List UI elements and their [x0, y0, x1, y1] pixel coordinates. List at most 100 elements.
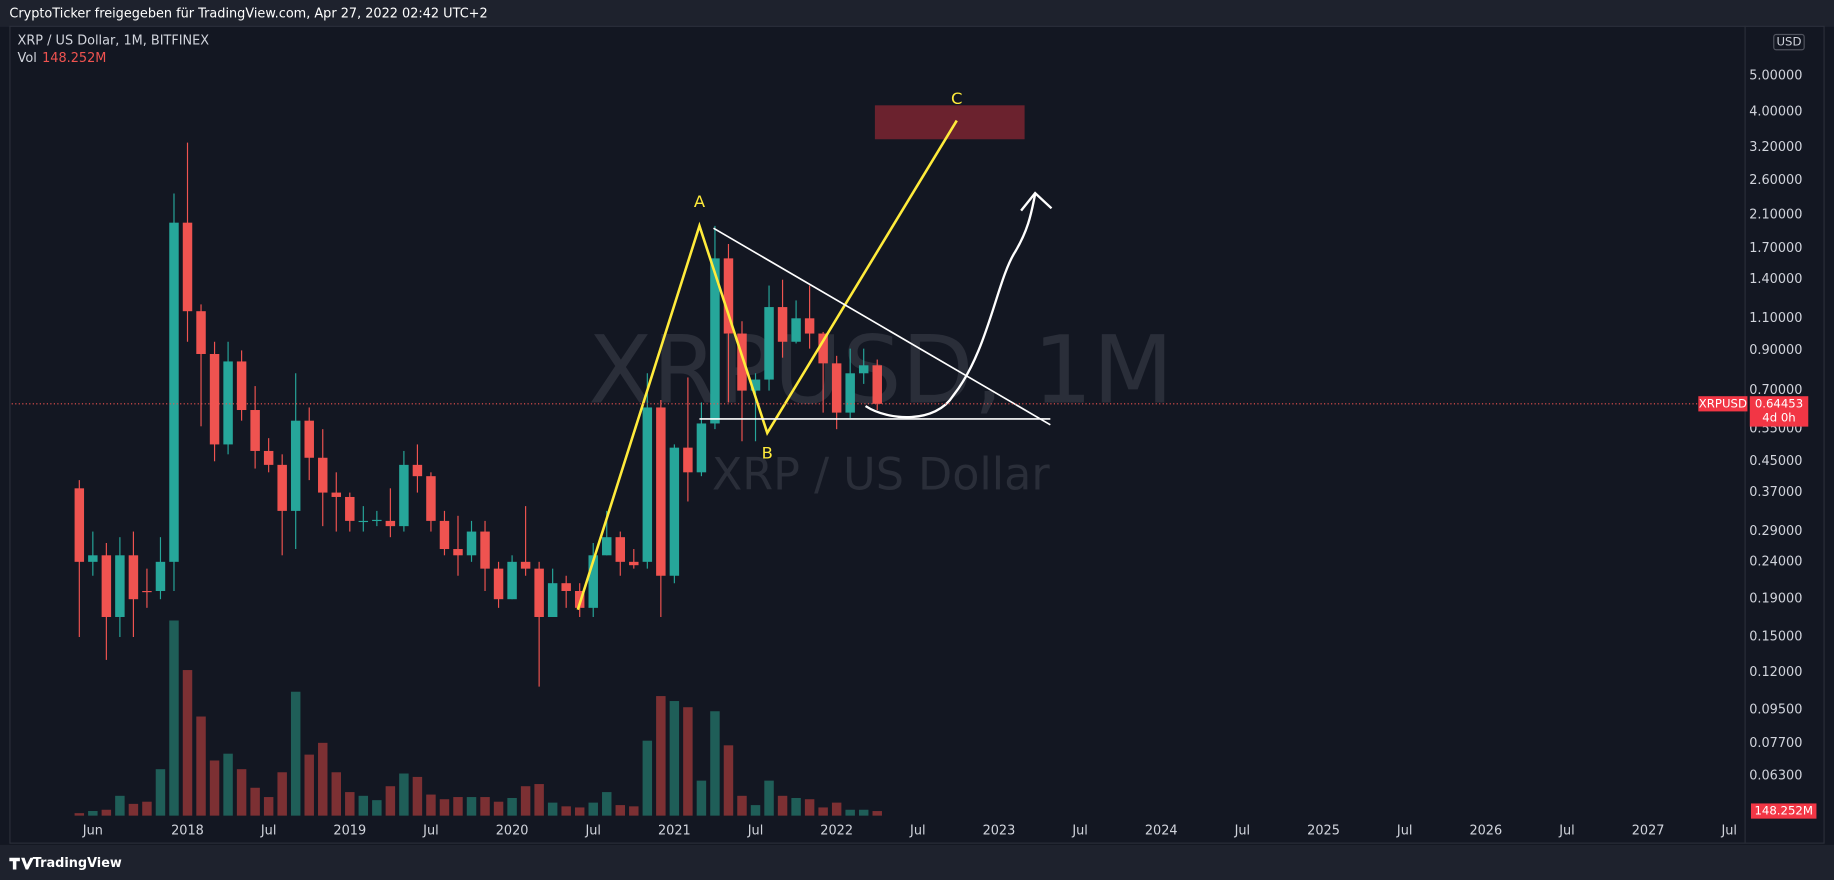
- data-layer: [74, 142, 882, 816]
- volume-bar: [872, 811, 882, 816]
- y-tick-label: 0.90000: [1749, 343, 1802, 358]
- candle-body: [169, 222, 179, 562]
- y-tick-label: 0.12000: [1749, 665, 1802, 680]
- symbol-tag: [1698, 396, 1748, 412]
- legend-volume-value: 148.252M: [42, 51, 106, 66]
- volume-bar: [629, 806, 639, 816]
- candle-body: [777, 307, 788, 342]
- candle-body: [791, 318, 801, 342]
- x-tick-label: 2025: [1307, 823, 1340, 838]
- candle-body: [507, 561, 517, 600]
- brand-name[interactable]: TradingView: [33, 856, 122, 871]
- candle-body: [561, 583, 571, 591]
- candle-body: [250, 410, 260, 451]
- candle-body: [669, 447, 680, 576]
- candle-body: [453, 549, 463, 556]
- candle-body: [101, 555, 112, 617]
- volume-bar: [750, 805, 761, 816]
- volume-bar: [507, 797, 517, 816]
- volume-bar: [439, 799, 450, 816]
- volume-bar: [723, 745, 734, 816]
- volume-bar: [818, 807, 828, 816]
- pane-border: [9, 25, 1825, 844]
- candle-body: [439, 520, 450, 550]
- y-tick-label: 0.09500: [1749, 703, 1802, 718]
- volume-bar: [466, 797, 477, 816]
- volume-bar: [493, 801, 504, 816]
- candle-body: [737, 333, 747, 391]
- volume-bar: [412, 776, 423, 816]
- volume-bar: [602, 792, 612, 816]
- x-tick-label: Jul: [260, 823, 277, 838]
- x-tick-label: Jul: [747, 823, 764, 838]
- x-tick-label: Jul: [422, 823, 439, 838]
- volume-bar: [142, 801, 152, 816]
- y-tick-label: 0.45000: [1749, 454, 1802, 469]
- volume-bar: [642, 740, 653, 816]
- candle-body: [574, 590, 585, 608]
- y-tick-label: 0.15000: [1749, 630, 1802, 645]
- candle-body: [115, 555, 125, 617]
- y-tick-label: 0.24000: [1749, 554, 1802, 569]
- volume-bar: [318, 742, 328, 816]
- candle-body: [831, 363, 842, 413]
- volume-bar: [669, 701, 680, 816]
- projection-curve: [864, 194, 1037, 419]
- volume-bar: [331, 772, 342, 816]
- volume-bar: [88, 810, 98, 816]
- candle-body: [182, 222, 193, 312]
- price-tag: [1749, 396, 1809, 427]
- volume-bar: [182, 670, 193, 816]
- volume-bar: [656, 696, 666, 816]
- trend-line: [713, 227, 1051, 426]
- candle-body: [656, 407, 666, 576]
- abc-pattern: [576, 119, 958, 611]
- candle-body: [223, 361, 233, 445]
- annotation: A: [694, 192, 706, 211]
- candle-body: [696, 423, 707, 473]
- volume-bar: [520, 786, 531, 816]
- volume-bar: [791, 797, 801, 816]
- legend-symbol: XRP / US Dollar, 1M, BITFINEX: [18, 33, 210, 48]
- candle-body: [128, 555, 139, 600]
- watermark-description: XRP / US Dollar: [712, 449, 1050, 500]
- volume-bar: [588, 802, 598, 816]
- x-tick-label: 2019: [333, 823, 366, 838]
- candle-body: [547, 583, 558, 617]
- x-tick-label: 2023: [983, 823, 1016, 838]
- y-tick-label: 5.00000: [1749, 69, 1802, 84]
- candle-body: [710, 258, 720, 424]
- volume-bar: [372, 800, 382, 816]
- y-tick-label: 0.06300: [1749, 768, 1802, 783]
- candle-body: [872, 365, 882, 404]
- volume-bar: [453, 797, 463, 816]
- y-tick-label: 0.37000: [1749, 485, 1802, 500]
- price-tag-label: 0.64453: [1755, 396, 1803, 410]
- y-tick-label: 1.70000: [1749, 241, 1802, 256]
- candle-body: [629, 561, 639, 566]
- countdown-label: 4d 0h: [1762, 410, 1795, 424]
- x-tick-label: 2020: [496, 823, 529, 838]
- volume-bar: [304, 754, 314, 816]
- volume-bar: [115, 795, 125, 816]
- candle-body: [277, 464, 287, 511]
- x-tick-label: Jul: [1720, 823, 1737, 838]
- volume-bar: [683, 707, 693, 816]
- volume-bar: [480, 797, 490, 816]
- currency-label: USD: [1776, 35, 1801, 49]
- currency-badge[interactable]: [1773, 33, 1805, 51]
- volume-bar: [615, 805, 626, 816]
- candle-body: [723, 258, 734, 334]
- candle-body: [602, 537, 612, 556]
- candle-body: [331, 492, 342, 497]
- volume-tag-label: 148.252M: [1755, 804, 1813, 818]
- volume-bar: [128, 803, 139, 816]
- volume-bar: [263, 797, 274, 816]
- volume-bar: [574, 807, 585, 816]
- annotation: B: [762, 444, 773, 463]
- candle-body: [290, 420, 301, 511]
- symbol-tag-label: XRPUSD: [1699, 396, 1747, 410]
- x-tick-label: Jul: [909, 823, 926, 838]
- x-tick-label: Jul: [1234, 823, 1251, 838]
- x-tick-label: Jul: [584, 823, 601, 838]
